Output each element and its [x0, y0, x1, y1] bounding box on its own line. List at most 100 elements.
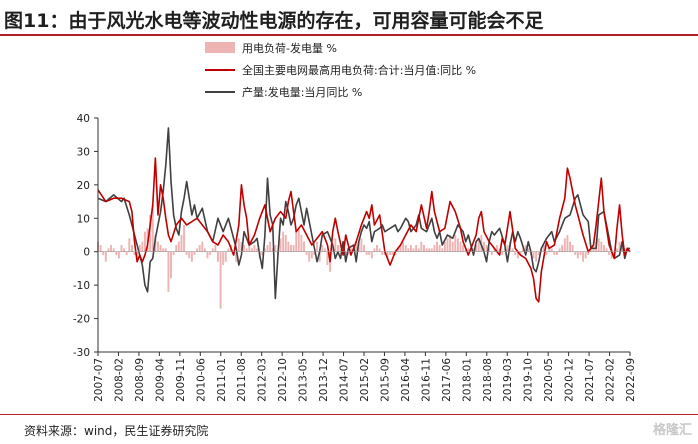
bar-mark [167, 251, 170, 292]
bar-mark [370, 251, 373, 259]
bar-mark [316, 241, 319, 252]
bar-mark [141, 241, 144, 252]
x-tick-label: 2019-03 [502, 358, 514, 402]
bar-mark [151, 204, 154, 252]
x-tick-label: 2011-08 [236, 358, 248, 402]
bar-mark [582, 251, 585, 262]
bar-mark [488, 248, 491, 252]
bar-mark [576, 251, 579, 259]
line-series [97, 127, 631, 303]
bar-mark [477, 238, 480, 252]
bar-mark [514, 251, 517, 256]
bar-series [97, 204, 631, 309]
bar-mark [550, 248, 553, 252]
bar-mark [605, 248, 608, 252]
bar-mark [584, 251, 587, 259]
x-tick-label: 2012-10 [277, 358, 289, 402]
bar-mark [261, 251, 264, 256]
x-tick-label: 2022-09 [625, 358, 637, 402]
bar-mark [107, 248, 110, 252]
legend: 用电负荷-发电量 % 全国主要电网最高用电负荷:合计:当月值:同比 % 产量:发电量… [205, 41, 476, 99]
bar-mark [282, 231, 285, 252]
bar-mark [430, 248, 433, 252]
bar-mark [128, 238, 131, 252]
bar-mark [355, 241, 358, 252]
bar-mark [170, 251, 172, 279]
bar-mark [363, 245, 365, 252]
y-tick-label: 30 [77, 146, 90, 158]
bar-mark [446, 238, 449, 252]
y-tick-label: -20 [73, 314, 90, 326]
bar-mark [349, 248, 352, 252]
bar-mark [336, 245, 339, 252]
bar-mark [263, 248, 266, 252]
bar-mark [303, 241, 305, 252]
bar-mark [454, 235, 457, 252]
x-tick-label: 2013-05 [298, 358, 310, 402]
peak-load-line [97, 157, 631, 303]
bar-mark [532, 251, 535, 259]
bar-mark [177, 241, 180, 252]
bar-mark [553, 251, 556, 256]
x-tick-label: 2008-09 [134, 358, 146, 402]
x-tick-label: 2014-07 [339, 358, 351, 402]
title-divider [0, 34, 698, 36]
bar-mark [318, 251, 321, 262]
bar-mark [279, 238, 282, 252]
bar-mark [566, 235, 569, 252]
bar-mark [237, 238, 240, 252]
bar-mark [214, 245, 217, 252]
bar-mark [493, 248, 496, 252]
bar-mark [287, 241, 290, 252]
watermark: 格隆汇 [652, 423, 692, 438]
bar-mark [347, 251, 350, 256]
y-tick-label: -10 [73, 280, 90, 292]
bar-mark [548, 248, 551, 252]
bar-mark [600, 241, 603, 252]
bar-mark [222, 251, 225, 266]
bar-mark [136, 251, 139, 259]
bar-mark [284, 235, 287, 252]
bar-mark [441, 248, 444, 252]
bar-mark [149, 214, 152, 252]
bar-mark [420, 241, 423, 252]
bar-mark [211, 248, 214, 252]
bar-mark [323, 248, 326, 252]
bar-mark [334, 238, 337, 252]
bar-mark [391, 251, 394, 256]
bar-mark [117, 251, 120, 259]
bar-mark [133, 251, 136, 256]
source-note: 资料来源：wind，民生证券研究院 [24, 424, 209, 438]
bar-mark [428, 248, 431, 252]
chart-title: 图11：由于风光水电等波动性电源的存在，可用容量可能会不足 [4, 10, 544, 32]
bar-mark [608, 251, 611, 256]
bar-mark [373, 248, 376, 252]
bar-mark [125, 251, 128, 256]
bar-mark [402, 241, 405, 252]
bar-mark [219, 251, 222, 309]
bar-mark [253, 245, 256, 252]
bar-mark [501, 251, 504, 256]
bar-mark [104, 251, 107, 262]
bar-mark [175, 245, 178, 252]
source-divider [0, 414, 698, 415]
bar-mark [297, 228, 300, 252]
legend-label: 产量:发电量:当月同比 % [242, 85, 362, 99]
bar-mark [482, 241, 485, 252]
bar-mark [172, 251, 175, 256]
y-tick-label: -30 [73, 347, 90, 359]
y-tick-label: 20 [77, 180, 90, 192]
bar-mark [587, 251, 590, 256]
bar-mark [331, 248, 334, 252]
bar-mark [571, 245, 574, 252]
bar-mark [243, 245, 246, 252]
bar-mark [321, 245, 324, 252]
bar-mark [227, 248, 230, 252]
bar-mark [433, 245, 436, 252]
bar-mark [561, 245, 564, 252]
bar-mark [456, 238, 459, 252]
bar-mark [396, 248, 399, 252]
bar-mark [527, 248, 530, 252]
bar-mark [99, 245, 102, 252]
